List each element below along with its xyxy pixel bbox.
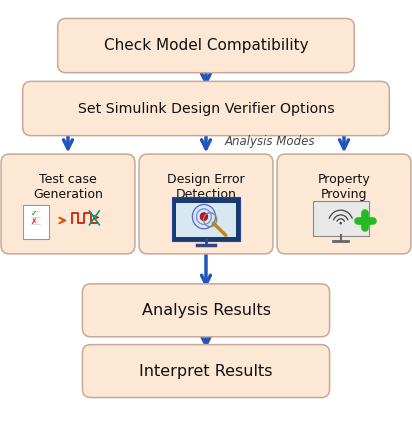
Text: ✗: ✗	[30, 217, 37, 226]
FancyBboxPatch shape	[139, 154, 273, 254]
FancyBboxPatch shape	[23, 205, 49, 239]
FancyBboxPatch shape	[58, 18, 354, 72]
FancyBboxPatch shape	[82, 284, 330, 337]
Text: Check Model Compatibility: Check Model Compatibility	[104, 38, 308, 53]
FancyBboxPatch shape	[313, 201, 369, 237]
Circle shape	[339, 222, 342, 224]
FancyBboxPatch shape	[277, 154, 411, 254]
Text: Analysis Modes: Analysis Modes	[225, 135, 315, 148]
Text: Interpret Results: Interpret Results	[139, 364, 273, 378]
Text: Test case
Generation: Test case Generation	[33, 174, 103, 201]
FancyBboxPatch shape	[172, 197, 240, 241]
FancyBboxPatch shape	[176, 204, 236, 237]
Circle shape	[200, 213, 208, 220]
Text: Design Error
Detection: Design Error Detection	[167, 174, 245, 201]
Text: Analysis Results: Analysis Results	[141, 303, 271, 318]
FancyBboxPatch shape	[23, 82, 389, 135]
Text: ✓: ✓	[30, 209, 37, 218]
Text: Set Simulink Design Verifier Options: Set Simulink Design Verifier Options	[77, 102, 335, 115]
FancyBboxPatch shape	[1, 154, 135, 254]
FancyBboxPatch shape	[82, 345, 330, 398]
Text: Property
Proving: Property Proving	[318, 174, 370, 201]
